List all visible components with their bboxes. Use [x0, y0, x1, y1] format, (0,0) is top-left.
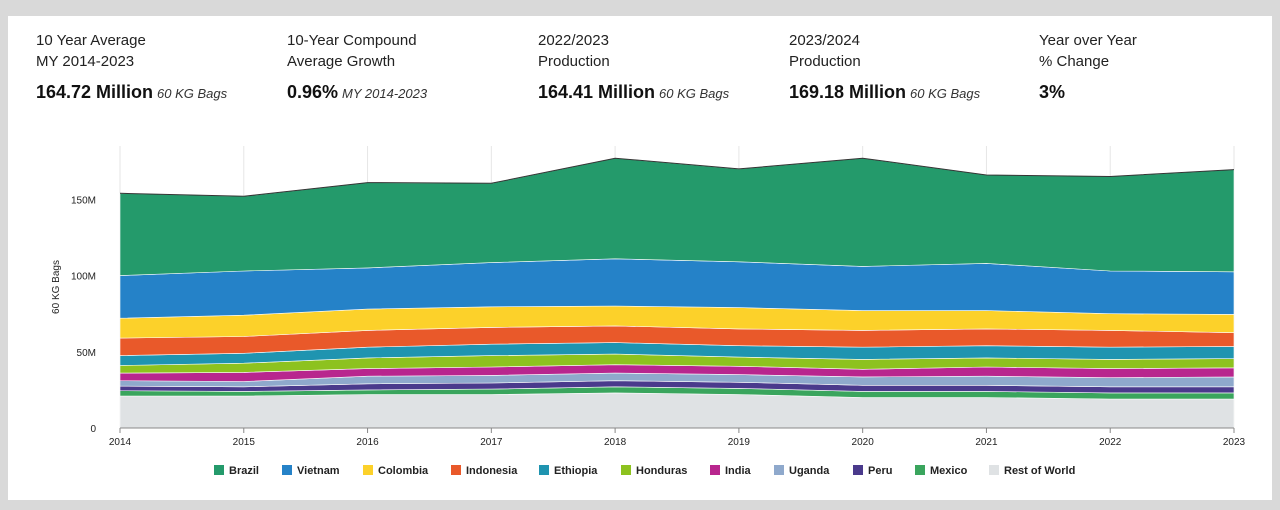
- y-tick-label: 0: [90, 424, 96, 435]
- stat-value: 164.72 Million: [36, 82, 154, 102]
- stat-value: 164.41 Million: [538, 82, 656, 102]
- stat-unit: 60 KG Bags: [910, 86, 981, 101]
- stat-label-line1: Year over Year: [1039, 32, 1137, 49]
- stat-label-line1: 10-Year Compound: [287, 32, 417, 49]
- stat-unit: 60 KG Bags: [157, 86, 228, 101]
- stat-yoy-change: Year over Year % Change 3%: [1039, 30, 1280, 103]
- legend-label: Mexico: [930, 465, 968, 477]
- area-series: [119, 157, 1235, 429]
- legend-swatch: [451, 465, 461, 475]
- y-tick-label: 100M: [71, 272, 96, 283]
- legend-item-indonesia[interactable]: Indonesia: [451, 465, 518, 477]
- legend-swatch: [774, 465, 784, 475]
- legend: Brazil Vietnam Colombia Indonesia Ethiopia Ho…: [214, 465, 1075, 477]
- legend-item-rest-of-world[interactable]: Rest of World: [989, 465, 1075, 477]
- x-tick-label: 2014: [109, 437, 132, 448]
- legend-swatch: [282, 465, 292, 475]
- stat-2022-production: 2022/2023 Production 164.41 Million 60 KG…: [538, 30, 788, 103]
- legend-label: Honduras: [636, 465, 687, 477]
- stat-label-line2: % Change: [1039, 53, 1110, 70]
- legend-item-vietnam[interactable]: Vietnam: [282, 465, 340, 477]
- stat-2023-production: 2023/2024 Production 169.18 Million 60 KG…: [789, 30, 1039, 103]
- legend-swatch: [989, 465, 999, 475]
- y-tick-label: 50M: [77, 348, 96, 359]
- stat-unit: MY 2014-2023: [342, 86, 428, 101]
- stat-label-line2: Production: [789, 53, 861, 70]
- legend-label: Brazil: [229, 465, 259, 477]
- legend-item-brazil[interactable]: Brazil: [214, 465, 259, 477]
- stat-value-wrap: 169.18 Million 60 KG Bags: [789, 82, 1039, 103]
- legend-swatch: [539, 465, 549, 475]
- legend-swatch: [363, 465, 373, 475]
- y-axis-label: 60 KG Bags: [51, 260, 62, 314]
- legend-item-colombia[interactable]: Colombia: [363, 465, 429, 477]
- chart-panel: 10 Year Average MY 2014-2023 164.72 Mill…: [8, 16, 1272, 500]
- legend-swatch: [853, 465, 863, 475]
- x-tick-label: 2018: [604, 437, 627, 448]
- axes: 0 50M 100M 150M 2014 2015 2016 2017 2018 2019 2020…: [51, 195, 1246, 448]
- stat-label-line2: Production: [538, 53, 610, 70]
- legend-label: India: [725, 465, 752, 477]
- legend-swatch: [915, 465, 925, 475]
- legend-item-ethiopia[interactable]: Ethiopia: [539, 465, 598, 477]
- legend-label: Vietnam: [297, 465, 340, 477]
- stat-label-line1: 2022/2023: [538, 32, 609, 49]
- x-tick-label: 2016: [356, 437, 379, 448]
- legend-label: Indonesia: [466, 465, 518, 477]
- stat-unit: 60 KG Bags: [659, 86, 730, 101]
- legend-label: Colombia: [378, 465, 429, 477]
- stat-value: 0.96%: [287, 82, 339, 102]
- stat-compound-growth: 10-Year Compound Average Growth 0.96% MY …: [287, 30, 537, 103]
- legend-label: Rest of World: [1004, 465, 1075, 477]
- stack-top-outline: [119, 157, 1235, 197]
- stat-value: 3%: [1039, 82, 1066, 102]
- x-tick-label: 2019: [728, 437, 751, 448]
- stat-value-wrap: 0.96% MY 2014-2023: [287, 82, 537, 103]
- stat-value-wrap: 164.41 Million 60 KG Bags: [538, 82, 788, 103]
- legend-swatch: [214, 465, 224, 475]
- legend-item-peru[interactable]: Peru: [853, 465, 892, 477]
- stat-value-wrap: 3%: [1039, 82, 1280, 103]
- stat-label-line2: MY 2014-2023: [36, 53, 135, 70]
- x-tick-label: 2015: [233, 437, 256, 448]
- stacked-area-chart: 0 50M 100M 150M 2014 2015 2016 2017 2018 2019 2020…: [51, 146, 1246, 477]
- stat-label-line1: 2023/2024: [789, 32, 860, 49]
- stat-value: 169.18 Million: [789, 82, 907, 102]
- stat-ten-year-average: 10 Year Average MY 2014-2023 164.72 Mill…: [36, 30, 286, 103]
- legend-label: Peru: [868, 465, 892, 477]
- legend-label: Uganda: [789, 465, 830, 477]
- x-tick-label: 2023: [1223, 437, 1246, 448]
- legend-swatch: [710, 465, 720, 475]
- x-tick-label: 2021: [975, 437, 998, 448]
- legend-label: Ethiopia: [554, 465, 598, 477]
- legend-swatch: [621, 465, 631, 475]
- x-tick-label: 2017: [480, 437, 503, 448]
- stat-label-line1: 10 Year Average: [36, 32, 146, 49]
- x-tick-label: 2020: [852, 437, 875, 448]
- legend-item-honduras[interactable]: Honduras: [621, 465, 687, 477]
- stat-label-line2: Average Growth: [287, 53, 396, 70]
- stats-row: 10 Year Average MY 2014-2023 164.72 Mill…: [36, 30, 1276, 110]
- legend-item-mexico[interactable]: Mexico: [915, 465, 968, 477]
- legend-item-uganda[interactable]: Uganda: [774, 465, 830, 477]
- legend-item-india[interactable]: India: [710, 465, 752, 477]
- stat-value-wrap: 164.72 Million 60 KG Bags: [36, 82, 286, 103]
- y-tick-label: 150M: [71, 195, 96, 206]
- x-tick-label: 2022: [1099, 437, 1122, 448]
